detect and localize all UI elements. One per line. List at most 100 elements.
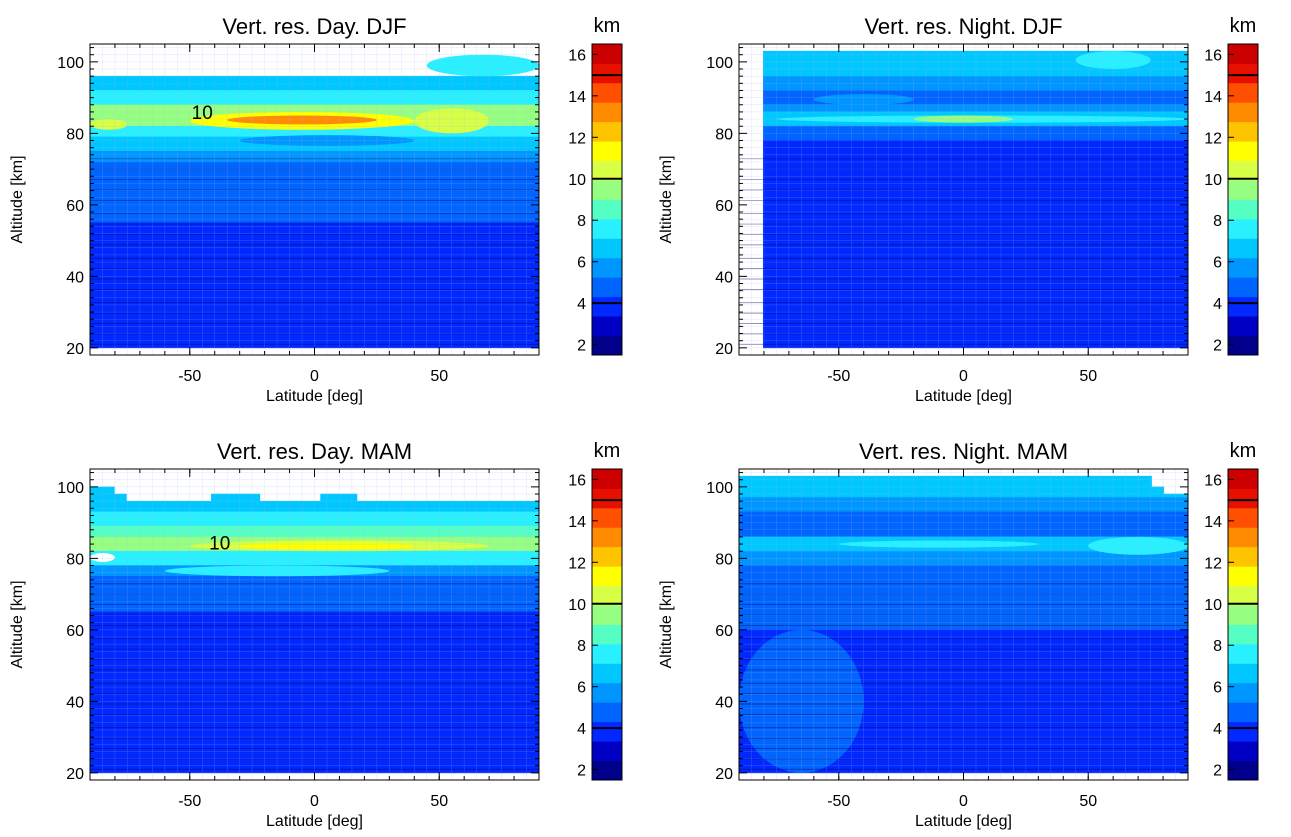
heatmap-cell [1017,90,1031,106]
heatmap-cell [113,104,127,116]
heatmap-cell [908,550,922,566]
heatmap-cell [405,222,418,259]
heatmap-cell [1151,511,1165,538]
heatmap-cell [872,104,885,113]
heatmap-cell [799,140,813,206]
heatmap-cell [283,125,297,138]
grid-lines [90,44,539,355]
heatmap-cell [453,222,467,259]
heatmap-feature [239,542,415,550]
heatmap-cell [1127,629,1140,774]
heatmap-cell [1151,125,1165,141]
heatmap-cell [896,104,910,113]
heatmap-cell [174,525,188,538]
colorbar-swatch [592,238,622,259]
heatmap-cell [465,161,479,188]
chart-panel-1: 10 -50 0 50 20 40 60 80 100 Vert. res. Day. DJF La… [9,14,623,405]
heatmap-cell [502,500,516,513]
colorbar-title: km [594,440,621,462]
heatmap-cell [1139,565,1152,631]
heatmap-cell [308,222,321,259]
heatmap-cell [920,497,934,513]
heatmap-cell [368,500,382,513]
heatmap-cell [332,511,346,527]
heatmap-cell [490,550,503,566]
y-tick-label: 80 [715,551,733,568]
heatmap-cell [835,511,849,538]
heatmap-cell [920,90,934,106]
heatmap-cell [908,565,922,631]
heatmap-cell [1127,204,1140,349]
heatmap-cell [762,536,776,552]
heatmap-cell [259,90,273,106]
heatmap-cell [872,629,885,774]
heatmap-cell [1114,511,1128,538]
heatmap-cell [308,150,321,163]
heatmap-cell [1139,497,1152,513]
x-tick-label: -50 [178,368,201,385]
heatmap-cell [283,75,297,91]
heatmap-cell [259,222,273,259]
heatmap-cell [174,115,188,127]
heatmap-cell [259,500,273,513]
colorbar-swatch [592,296,622,317]
heatmap-cell [113,536,127,552]
heatmap-cell [283,258,297,349]
colorbar-swatch [1228,624,1258,645]
heatmap-field [90,44,539,355]
heatmap-cell [308,104,321,116]
heatmap-cell [429,550,443,566]
heatmap-cell [1078,550,1092,566]
heatmap-cell [1163,550,1177,566]
x-axis-label: Latitude [deg] [266,388,363,405]
heatmap-cell [739,565,752,631]
heatmap-cell [787,565,800,631]
colorbar-swatch [592,741,622,761]
heatmap-cell [223,161,236,188]
heatmap-cell [126,258,139,349]
heatmap-cell [113,150,127,163]
heatmap-cell [944,140,958,206]
heatmap-feature [227,115,377,125]
heatmap-cell [271,90,285,106]
heatmap-cell [101,125,115,138]
heatmap-cell [101,75,115,91]
heatmap-cell [969,90,983,106]
heatmap-cell [405,161,418,188]
chart-title: Vert. res. Night. MAM [859,439,1068,464]
colorbar-tick-label: 10 [1204,597,1222,614]
heatmap-cell [920,511,934,538]
heatmap-cell [113,222,127,259]
colorbar-swatch [1228,63,1258,84]
heatmap-cell [174,500,188,513]
heatmap-cell [860,50,873,77]
colorbar-tick-label: 10 [568,597,586,614]
heatmap-cell [90,258,103,349]
heatmap-cell [1114,104,1128,113]
heatmap-cell [138,75,151,91]
heatmap-cell [1114,565,1128,631]
colorbar-swatch [1228,316,1258,336]
heatmap-cell [514,104,528,116]
heatmap-cell [356,150,370,163]
heatmap-cell [823,475,837,498]
heatmap-cell [1163,204,1177,349]
heatmap-cell [762,90,776,106]
y-tick-label: 100 [706,480,733,497]
heatmap-cell [356,500,370,513]
colorbar-swatch [592,160,622,181]
heatmap-cell [823,50,837,77]
heatmap-cell [762,111,776,127]
heatmap-cell [465,500,479,513]
y-axis-label: Altitude [km] [9,155,26,243]
heatmap-cell [993,90,1007,106]
heatmap-cell [162,115,176,127]
heatmap-cell [908,204,922,349]
heatmap-cell [198,150,212,163]
heatmap-cell [957,629,970,774]
heatmap-cell [896,475,910,498]
heatmap-cell [308,125,321,138]
colorbar-tick-label: 4 [577,721,586,738]
heatmap-cell [417,665,431,774]
heatmap-cell [259,525,273,538]
